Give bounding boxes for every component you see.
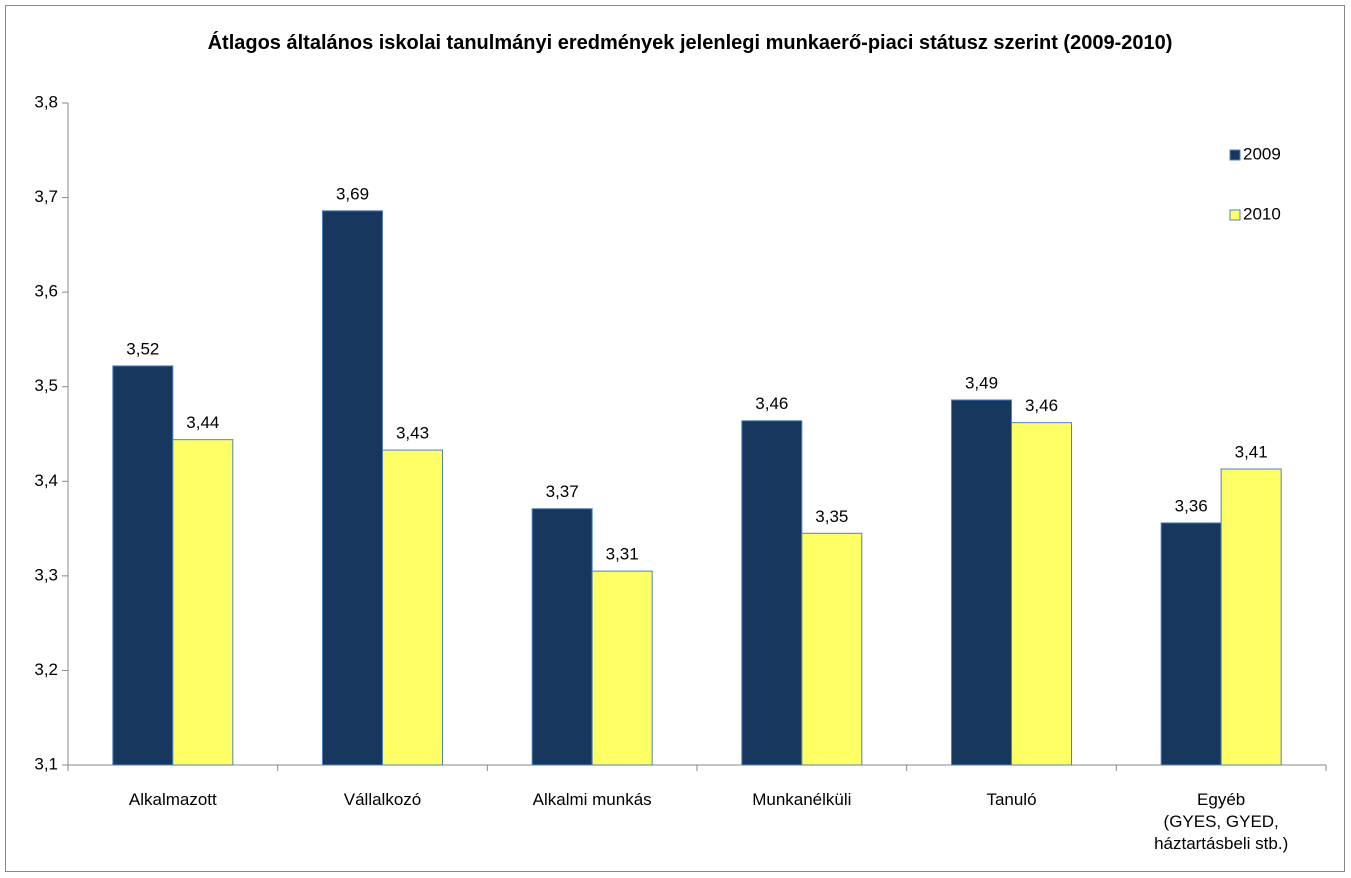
y-tick-label: 3,5 <box>34 376 58 395</box>
y-tick-label: 3,8 <box>34 92 58 111</box>
bar <box>1220 468 1282 766</box>
value-label: 3,35 <box>815 507 848 526</box>
bar <box>112 365 174 766</box>
y-tick-label: 3,3 <box>34 565 58 584</box>
y-tick-label: 3,7 <box>34 187 58 206</box>
value-label: 3,41 <box>1235 442 1268 461</box>
bar <box>172 439 234 766</box>
y-tick-label: 3,4 <box>34 471 58 490</box>
y-tick-label: 3,2 <box>34 660 58 679</box>
bar <box>531 508 593 766</box>
value-label: 3,43 <box>396 424 429 443</box>
value-label: 3,37 <box>546 482 579 501</box>
x-tick-label: Alkalmazott <box>128 790 217 809</box>
value-label: 3,44 <box>186 413 219 432</box>
chart-title: Átlagos általános iskolai tanulmányi ere… <box>207 32 1173 54</box>
legend-swatch <box>1229 149 1241 161</box>
legend-swatch <box>1229 209 1241 221</box>
bar <box>741 420 803 766</box>
bar <box>591 570 653 766</box>
value-label: 3,31 <box>606 545 639 564</box>
value-label: 3,49 <box>965 373 998 392</box>
value-label: 3,52 <box>126 339 159 358</box>
bar <box>1160 522 1222 766</box>
legend-label: 2009 <box>1243 144 1281 163</box>
x-tick-label: Munkanélküli <box>752 790 852 809</box>
x-tick-label: Tanuló <box>986 790 1037 809</box>
x-tick-label: Alkalmi munkás <box>532 790 652 809</box>
value-label: 3,46 <box>1025 396 1058 415</box>
value-label: 3,69 <box>336 184 369 203</box>
x-tick-label: Vállalkozó <box>343 790 422 809</box>
y-tick-label: 3,6 <box>34 282 58 301</box>
y-tick-label: 3,1 <box>34 754 58 773</box>
bar <box>322 210 383 766</box>
value-label: 3,36 <box>1175 496 1208 515</box>
chart-frame <box>5 5 1345 872</box>
bar <box>951 399 1012 766</box>
value-label: 3,46 <box>755 394 788 413</box>
bar <box>1011 422 1072 766</box>
x-tick-label: Egyéb (GYES, GYED, háztartásbeli stb.) <box>1154 790 1289 853</box>
bar <box>801 532 863 766</box>
bar <box>382 449 443 766</box>
legend-label: 2010 <box>1243 204 1281 223</box>
